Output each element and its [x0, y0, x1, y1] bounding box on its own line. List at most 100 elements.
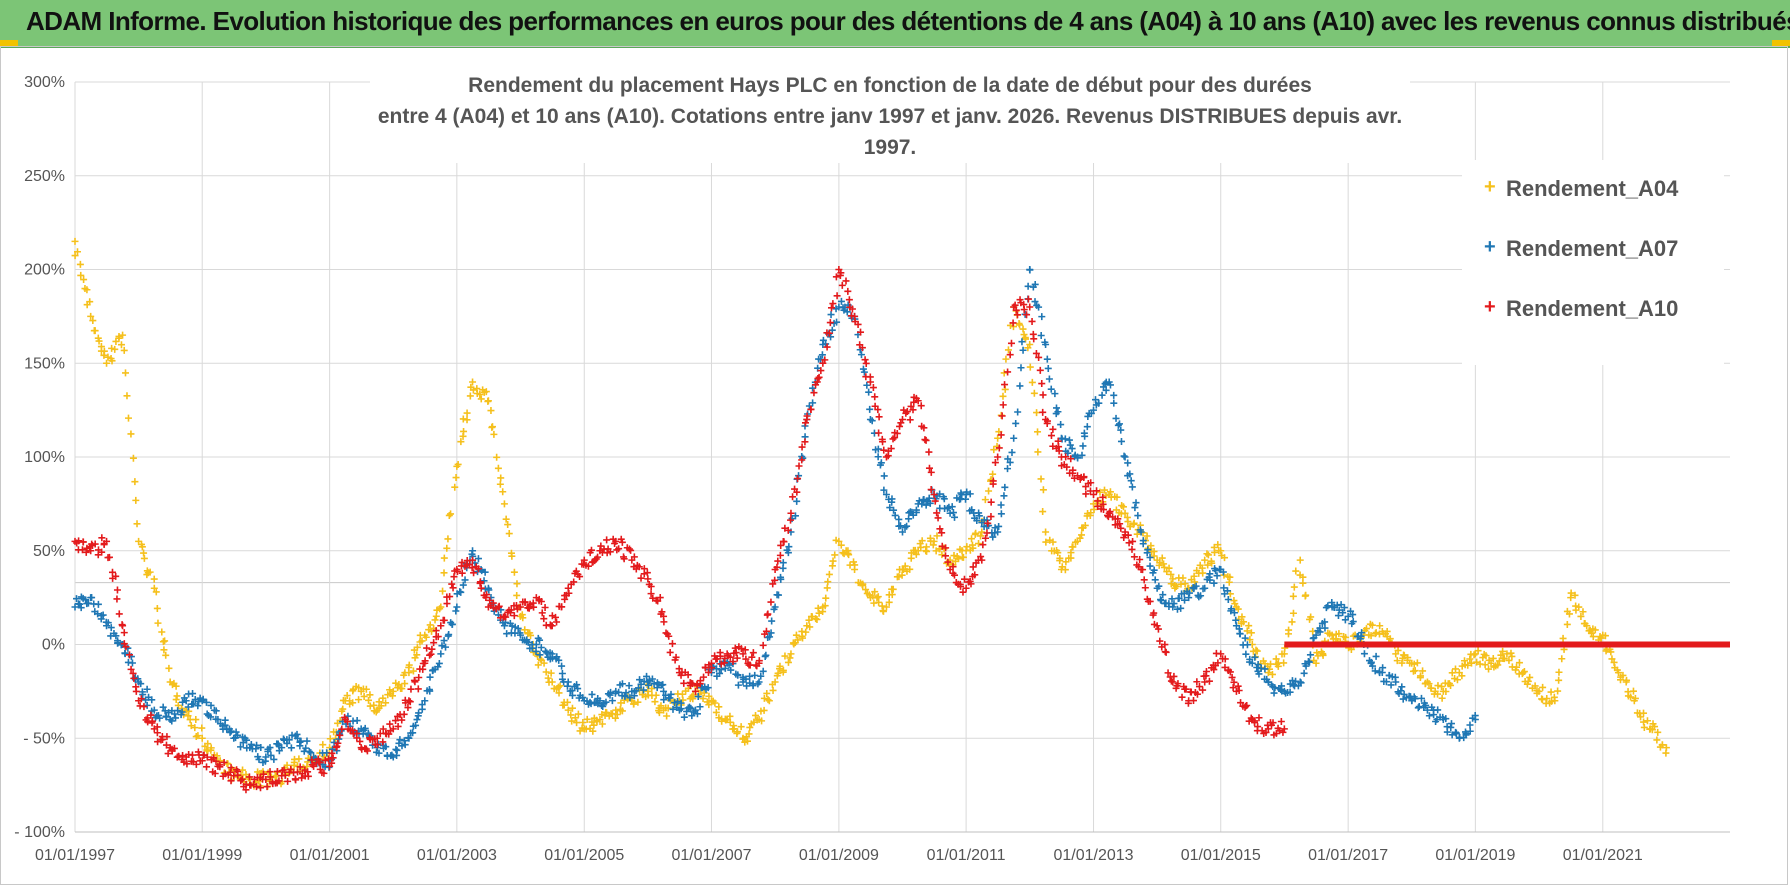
marker-rendement_a04 — [812, 615, 820, 623]
marker-rendement_a04 — [1453, 676, 1461, 684]
marker-rendement_a10 — [87, 547, 95, 555]
marker-rendement_a07 — [1425, 712, 1433, 720]
marker-rendement_a04 — [1264, 669, 1272, 677]
marker-rendement_a10 — [893, 429, 901, 437]
marker-rendement_a10 — [920, 424, 928, 432]
marker-rendement_a10 — [1243, 702, 1251, 710]
marker-rendement_a04 — [821, 602, 829, 610]
marker-rendement_a04 — [1637, 713, 1645, 721]
marker-rendement_a07 — [1466, 727, 1474, 735]
marker-rendement_a04 — [806, 623, 814, 631]
marker-rendement_a10 — [1262, 728, 1270, 736]
marker-rendement_a04 — [463, 409, 471, 417]
marker-rendement_a10 — [880, 446, 888, 454]
marker-rendement_a07 — [435, 659, 443, 667]
marker-rendement_a07 — [1243, 641, 1251, 649]
marker-rendement_a10 — [489, 599, 497, 607]
marker-rendement_a07 — [1112, 414, 1120, 422]
marker-rendement_a10 — [423, 644, 431, 652]
marker-rendement_a04 — [938, 551, 946, 559]
marker-rendement_a07 — [1296, 678, 1304, 686]
marker-rendement_a10 — [392, 717, 400, 725]
marker-rendement_a04 — [1601, 632, 1609, 640]
marker-rendement_a07 — [172, 714, 180, 722]
marker-rendement_a07 — [973, 517, 981, 525]
marker-rendement_a07 — [963, 488, 971, 496]
marker-rendement_a07 — [532, 647, 540, 655]
marker-rendement_a04 — [1555, 668, 1563, 676]
marker-rendement_a10 — [336, 731, 344, 739]
marker-rendement_a10 — [281, 771, 289, 779]
marker-rendement_a07 — [500, 622, 508, 630]
marker-rendement_a04 — [71, 237, 79, 245]
marker-rendement_a04 — [784, 658, 792, 666]
marker-rendement_a04 — [985, 487, 993, 495]
marker-rendement_a04 — [1172, 582, 1180, 590]
marker-rendement_a10 — [570, 578, 578, 586]
marker-rendement_a07 — [1017, 364, 1025, 372]
marker-rendement_a04 — [198, 734, 206, 742]
marker-rendement_a04 — [1133, 530, 1141, 538]
marker-rendement_a07 — [660, 696, 668, 704]
marker-rendement_a04 — [527, 631, 535, 639]
marker-rendement_a04 — [1583, 622, 1591, 630]
marker-rendement_a04 — [968, 541, 976, 549]
marker-rendement_a04 — [1033, 409, 1041, 417]
marker-rendement_a04 — [906, 565, 914, 573]
marker-rendement_a04 — [482, 388, 490, 396]
marker-rendement_a10 — [105, 553, 113, 561]
marker-rendement_a07 — [674, 697, 682, 705]
marker-rendement_a04 — [87, 312, 95, 320]
marker-rendement_a07 — [774, 591, 782, 599]
marker-rendement_a10 — [1038, 380, 1046, 388]
marker-rendement_a04 — [1481, 661, 1489, 669]
marker-rendement_a10 — [739, 650, 747, 658]
marker-rendement_a04 — [1535, 687, 1543, 695]
flat-band-mark — [1284, 641, 1730, 648]
marker-rendement_a07 — [704, 684, 712, 692]
marker-rendement_a04 — [1413, 659, 1421, 667]
marker-rendement_a07 — [287, 744, 295, 752]
marker-rendement_a04 — [457, 438, 465, 446]
marker-rendement_a04 — [1167, 570, 1175, 578]
marker-rendement_a07 — [1045, 375, 1053, 383]
marker-rendement_a04 — [1434, 682, 1442, 690]
marker-rendement_a10 — [1129, 537, 1137, 545]
marker-rendement_a10 — [328, 749, 336, 757]
marker-rendement_a10 — [991, 459, 999, 467]
marker-rendement_a10 — [917, 402, 925, 410]
marker-rendement_a07 — [392, 745, 400, 753]
marker-rendement_a04 — [875, 598, 883, 606]
marker-rendement_a07 — [751, 671, 759, 679]
marker-rendement_a07 — [537, 643, 545, 651]
marker-rendement_a07 — [1297, 679, 1305, 687]
marker-rendement_a07 — [302, 744, 310, 752]
marker-rendement_a07 — [1344, 612, 1352, 620]
marker-rendement_a07 — [918, 500, 926, 508]
marker-rendement_a07 — [1044, 364, 1052, 372]
marker-rendement_a10 — [437, 622, 445, 630]
marker-rendement_a07 — [437, 650, 445, 658]
marker-rendement_a10 — [284, 777, 292, 785]
marker-rendement_a10 — [998, 412, 1006, 420]
marker-rendement_a07 — [285, 736, 293, 744]
marker-rendement_a04 — [771, 678, 779, 686]
marker-rendement_a07 — [687, 704, 695, 712]
marker-rendement_a10 — [512, 601, 520, 609]
marker-rendement_a07 — [1051, 390, 1059, 398]
marker-rendement_a07 — [198, 697, 206, 705]
marker-rendement_a10 — [857, 328, 865, 336]
marker-rendement_a10 — [329, 754, 337, 762]
marker-rendement_a10 — [1214, 659, 1222, 667]
marker-rendement_a04 — [851, 561, 859, 569]
marker-rendement_a07 — [1004, 455, 1012, 463]
marker-rendement_a10 — [338, 725, 346, 733]
marker-rendement_a04 — [1049, 538, 1057, 546]
marker-rendement_a04 — [1299, 579, 1307, 587]
marker-rendement_a04 — [395, 681, 403, 689]
marker-rendement_a04 — [611, 714, 619, 722]
marker-rendement_a10 — [612, 537, 620, 545]
marker-rendement_a10 — [587, 546, 595, 554]
marker-rendement_a10 — [656, 594, 664, 602]
marker-rendement_a10 — [1063, 463, 1071, 471]
